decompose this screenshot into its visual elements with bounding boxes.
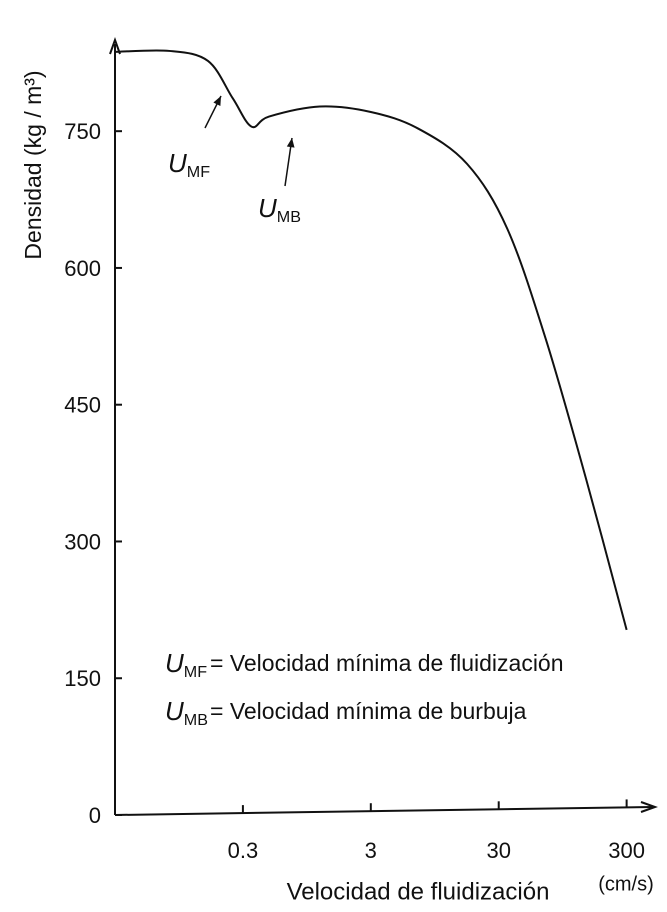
data-line: [114, 49, 628, 631]
x-tick-label: 0.3: [228, 838, 259, 863]
x-tick-label: 3: [365, 838, 377, 863]
symbol-label: UMB: [258, 193, 301, 226]
subscript: MB: [184, 711, 208, 729]
symbol: U: [165, 696, 184, 726]
symbol-label: UMF: [168, 148, 210, 181]
y-tick-label: 0: [89, 803, 101, 828]
x-axis: [114, 806, 654, 816]
y-tick-label: 750: [64, 119, 101, 144]
x-tick-label: 300: [608, 838, 645, 863]
x-axis-unit: (cm/s): [598, 873, 654, 895]
subscript: MF: [187, 163, 210, 181]
y-axis-label: Densidad (kg / m³): [20, 70, 46, 259]
subscript: MB: [277, 208, 301, 226]
note-text: = Velocidad mínima de burbuja: [210, 698, 527, 724]
subscript: MF: [184, 663, 207, 681]
symbol-label: UMB: [165, 696, 208, 729]
symbol-label: UMF: [165, 648, 207, 681]
y-axis-arrow: [109, 37, 121, 55]
x-axis-label: Velocidad de fluidización: [287, 878, 550, 905]
symbol: U: [258, 193, 277, 223]
note-text: = Velocidad mínima de fluidización: [210, 650, 564, 676]
annotation-arrowhead: [286, 138, 295, 148]
symbol: U: [168, 148, 187, 178]
y-tick-label: 300: [64, 529, 101, 554]
x-tick-label: 30: [486, 838, 510, 863]
y-tick-label: 450: [64, 393, 101, 418]
annotation-arrowhead: [213, 96, 221, 106]
symbol: U: [165, 648, 184, 678]
y-tick-label: 150: [64, 666, 101, 691]
x-axis-arrow: [640, 801, 658, 813]
y-tick-label: 600: [64, 256, 101, 281]
